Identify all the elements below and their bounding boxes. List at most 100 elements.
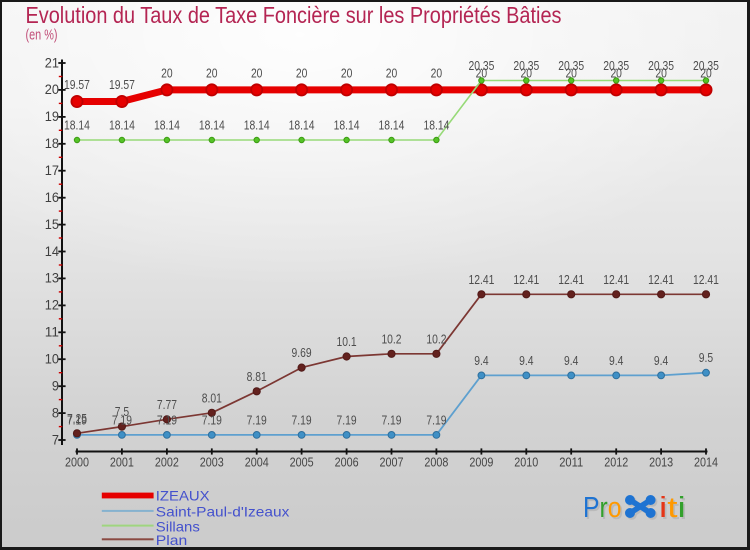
- svg-text:20.35: 20.35: [693, 58, 719, 73]
- svg-text:21: 21: [45, 54, 59, 70]
- svg-text:18.14: 18.14: [379, 118, 405, 133]
- svg-text:Pro: Pro: [583, 492, 622, 524]
- svg-text:7.5: 7.5: [115, 404, 129, 419]
- svg-text:20.35: 20.35: [513, 58, 539, 73]
- svg-text:7.19: 7.19: [337, 412, 357, 427]
- svg-text:2012: 2012: [604, 455, 628, 470]
- svg-text:7.19: 7.19: [247, 412, 267, 427]
- svg-text:2004: 2004: [245, 455, 269, 470]
- svg-text:Plan: Plan: [156, 532, 188, 548]
- svg-text:2006: 2006: [335, 455, 359, 470]
- svg-text:10: 10: [45, 351, 59, 367]
- svg-text:7.19: 7.19: [67, 412, 87, 427]
- svg-text:2011: 2011: [559, 455, 583, 470]
- svg-text:10.1: 10.1: [337, 334, 357, 349]
- svg-text:Evolution du Taux de Taxe Fonc: Evolution du Taux de Taxe Foncière sur l…: [26, 2, 562, 28]
- svg-text:9.4: 9.4: [609, 353, 623, 368]
- svg-text:18: 18: [45, 135, 59, 151]
- svg-text:2008: 2008: [424, 455, 448, 470]
- svg-text:8.01: 8.01: [202, 390, 222, 405]
- svg-text:9.4: 9.4: [519, 353, 533, 368]
- svg-text:2010: 2010: [514, 455, 538, 470]
- svg-text:2005: 2005: [290, 455, 314, 470]
- svg-text:20: 20: [610, 65, 622, 80]
- svg-text:(en %): (en %): [26, 28, 58, 44]
- svg-text:7.19: 7.19: [202, 412, 222, 427]
- svg-text:20: 20: [700, 65, 712, 80]
- svg-text:19: 19: [45, 108, 59, 124]
- svg-text:10.2: 10.2: [426, 331, 446, 346]
- svg-text:iti: iti: [659, 492, 686, 524]
- svg-text:12: 12: [45, 297, 59, 313]
- svg-text:8: 8: [52, 404, 59, 420]
- svg-text:20: 20: [296, 65, 308, 80]
- svg-text:7.19: 7.19: [292, 412, 312, 427]
- svg-text:Saint-Paul-d'Izeaux: Saint-Paul-d'Izeaux: [156, 504, 289, 520]
- svg-text:9.5: 9.5: [699, 350, 713, 365]
- svg-text:8.81: 8.81: [247, 369, 267, 384]
- svg-text:9.4: 9.4: [474, 353, 488, 368]
- svg-text:15: 15: [45, 216, 59, 232]
- svg-text:12.41: 12.41: [558, 272, 584, 287]
- svg-text:17: 17: [45, 162, 59, 178]
- svg-text:20: 20: [251, 65, 263, 80]
- svg-text:20: 20: [45, 81, 59, 97]
- svg-text:12.41: 12.41: [513, 272, 539, 287]
- svg-text:2002: 2002: [155, 455, 179, 470]
- svg-text:20: 20: [476, 65, 488, 80]
- svg-text:2003: 2003: [200, 455, 224, 470]
- svg-text:2014: 2014: [694, 455, 718, 470]
- svg-text:20.35: 20.35: [603, 58, 629, 73]
- svg-text:9.69: 9.69: [292, 345, 312, 360]
- svg-text:20: 20: [521, 65, 533, 80]
- svg-text:11: 11: [45, 324, 59, 340]
- svg-text:20.35: 20.35: [648, 58, 674, 73]
- svg-text:20: 20: [655, 65, 667, 80]
- svg-text:Sillans: Sillans: [156, 519, 200, 535]
- svg-text:16: 16: [45, 189, 59, 205]
- svg-text:13: 13: [45, 270, 59, 286]
- svg-text:2001: 2001: [110, 455, 134, 470]
- svg-text:2013: 2013: [649, 455, 673, 470]
- svg-text:18.14: 18.14: [334, 118, 360, 133]
- svg-text:7.19: 7.19: [426, 412, 446, 427]
- svg-text:20: 20: [341, 65, 353, 80]
- svg-text:20.35: 20.35: [558, 58, 584, 73]
- svg-text:20: 20: [161, 65, 173, 80]
- svg-text:20: 20: [386, 65, 398, 80]
- svg-text:19.57: 19.57: [109, 77, 135, 92]
- svg-text:20: 20: [431, 65, 443, 80]
- svg-text:19.57: 19.57: [64, 77, 90, 92]
- svg-text:7.77: 7.77: [157, 397, 177, 412]
- svg-text:IZEAUX: IZEAUX: [156, 487, 210, 503]
- svg-text:2007: 2007: [380, 455, 404, 470]
- svg-text:9: 9: [52, 378, 59, 394]
- svg-text:7: 7: [52, 431, 59, 447]
- svg-text:18.14: 18.14: [244, 118, 270, 133]
- svg-text:12.41: 12.41: [468, 272, 494, 287]
- svg-text:2009: 2009: [469, 455, 493, 470]
- svg-text:12.41: 12.41: [648, 272, 674, 287]
- svg-text:iti: iti: [661, 494, 688, 526]
- svg-text:18.14: 18.14: [64, 118, 90, 133]
- svg-text:7.19: 7.19: [112, 412, 132, 427]
- svg-text:18.14: 18.14: [423, 118, 449, 133]
- svg-text:20: 20: [206, 65, 218, 80]
- svg-text:14: 14: [45, 243, 59, 259]
- svg-text:18.14: 18.14: [109, 118, 135, 133]
- svg-text:18.14: 18.14: [289, 118, 315, 133]
- svg-text:7.25: 7.25: [67, 411, 87, 426]
- svg-text:2000: 2000: [65, 455, 89, 470]
- svg-text:7.19: 7.19: [381, 412, 401, 427]
- svg-text:9.4: 9.4: [564, 353, 578, 368]
- svg-text:18.14: 18.14: [154, 118, 180, 133]
- svg-text:20.35: 20.35: [468, 58, 494, 73]
- svg-text:20: 20: [565, 65, 577, 80]
- svg-text:9.4: 9.4: [654, 353, 668, 368]
- svg-text:10.2: 10.2: [381, 331, 401, 346]
- svg-text:12.41: 12.41: [603, 272, 629, 287]
- svg-text:7.19: 7.19: [157, 412, 177, 427]
- svg-text:Pro: Pro: [585, 494, 624, 526]
- svg-text:18.14: 18.14: [199, 118, 225, 133]
- svg-text:12.41: 12.41: [693, 272, 719, 287]
